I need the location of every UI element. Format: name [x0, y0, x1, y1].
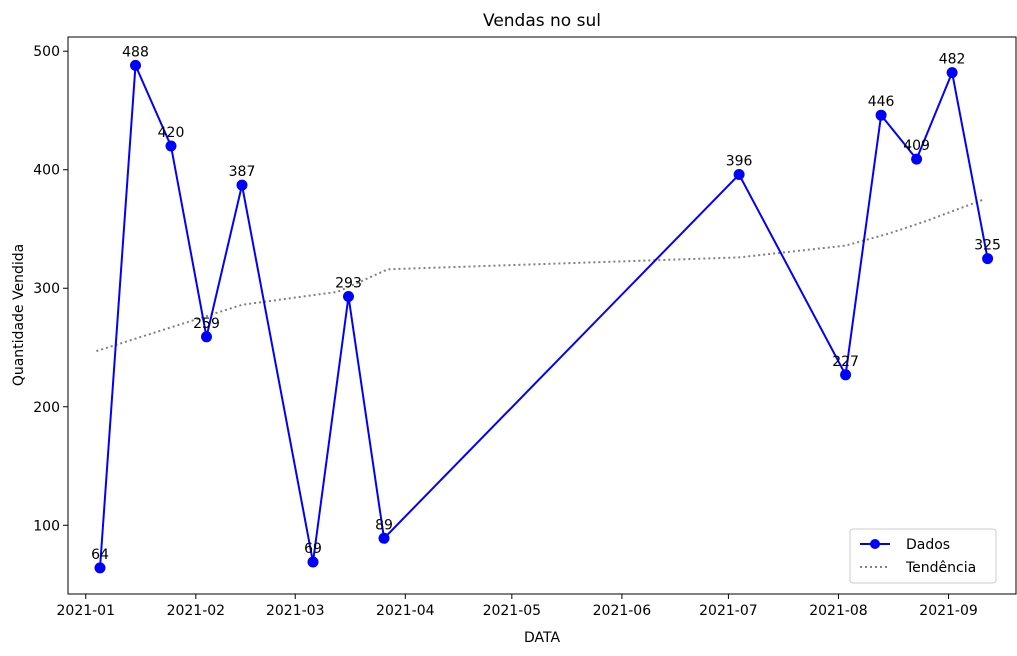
data-label: 64 — [91, 547, 109, 563]
y-tick-label: 400 — [33, 163, 60, 179]
data-label: 69 — [304, 541, 322, 557]
data-label: 387 — [229, 164, 256, 180]
legend-box — [849, 528, 997, 584]
data-point — [130, 59, 141, 71]
y-tick-label: 100 — [33, 518, 60, 534]
data-point — [165, 140, 177, 152]
y-tick-label: 200 — [33, 400, 60, 416]
trend-line — [96, 198, 985, 353]
data-point — [911, 153, 923, 165]
data-point — [946, 67, 958, 79]
data-label: 488 — [122, 44, 149, 60]
legend-label-tendencia: Tendência — [905, 560, 976, 576]
legend: Dados Tendência — [849, 528, 997, 584]
plot-frame — [67, 36, 1017, 595]
data-point — [343, 291, 354, 302]
x-tick-label: 2021-07 — [699, 603, 758, 619]
x-tick-label: 2021-03 — [266, 603, 325, 619]
data-line — [99, 64, 989, 568]
data-label: 293 — [335, 276, 362, 292]
data-point — [875, 109, 887, 121]
data-label: 227 — [832, 354, 859, 370]
data-label: 482 — [939, 52, 966, 68]
x-tick-label: 2021-05 — [483, 603, 542, 619]
data-point — [840, 369, 852, 381]
data-point — [201, 331, 212, 343]
x-tick-label: 2021-04 — [376, 603, 435, 619]
y-tick-label: 500 — [33, 44, 60, 60]
x-tick-label: 2021-06 — [593, 603, 652, 619]
data-label: 446 — [868, 94, 895, 110]
data-label: 259 — [193, 316, 220, 332]
data-point — [733, 169, 745, 180]
y-axis-label: Quantidade Vendida — [11, 244, 27, 386]
data-label: 396 — [726, 154, 753, 170]
legend-label-dados: Dados — [906, 537, 950, 553]
x-tick-label: 2021-08 — [809, 603, 868, 619]
data-label: 325 — [974, 238, 1001, 254]
data-point — [307, 556, 319, 568]
data-point — [378, 532, 390, 544]
x-tick-label: 2021-02 — [167, 603, 226, 619]
data-point — [94, 562, 106, 574]
y-tick-label: 300 — [33, 281, 60, 297]
data-point — [982, 253, 994, 265]
legend-marker-dados — [870, 539, 880, 549]
data-label: 409 — [903, 138, 930, 154]
x-tick-label: 2021-09 — [919, 603, 978, 619]
data-label: 420 — [158, 125, 185, 141]
data-point — [236, 179, 248, 191]
x-axis-label: DATA — [524, 630, 560, 646]
data-label: 89 — [375, 517, 393, 533]
x-tick-label: 2021-01 — [57, 603, 116, 619]
chart-title: Vendas no sul — [483, 11, 601, 31]
